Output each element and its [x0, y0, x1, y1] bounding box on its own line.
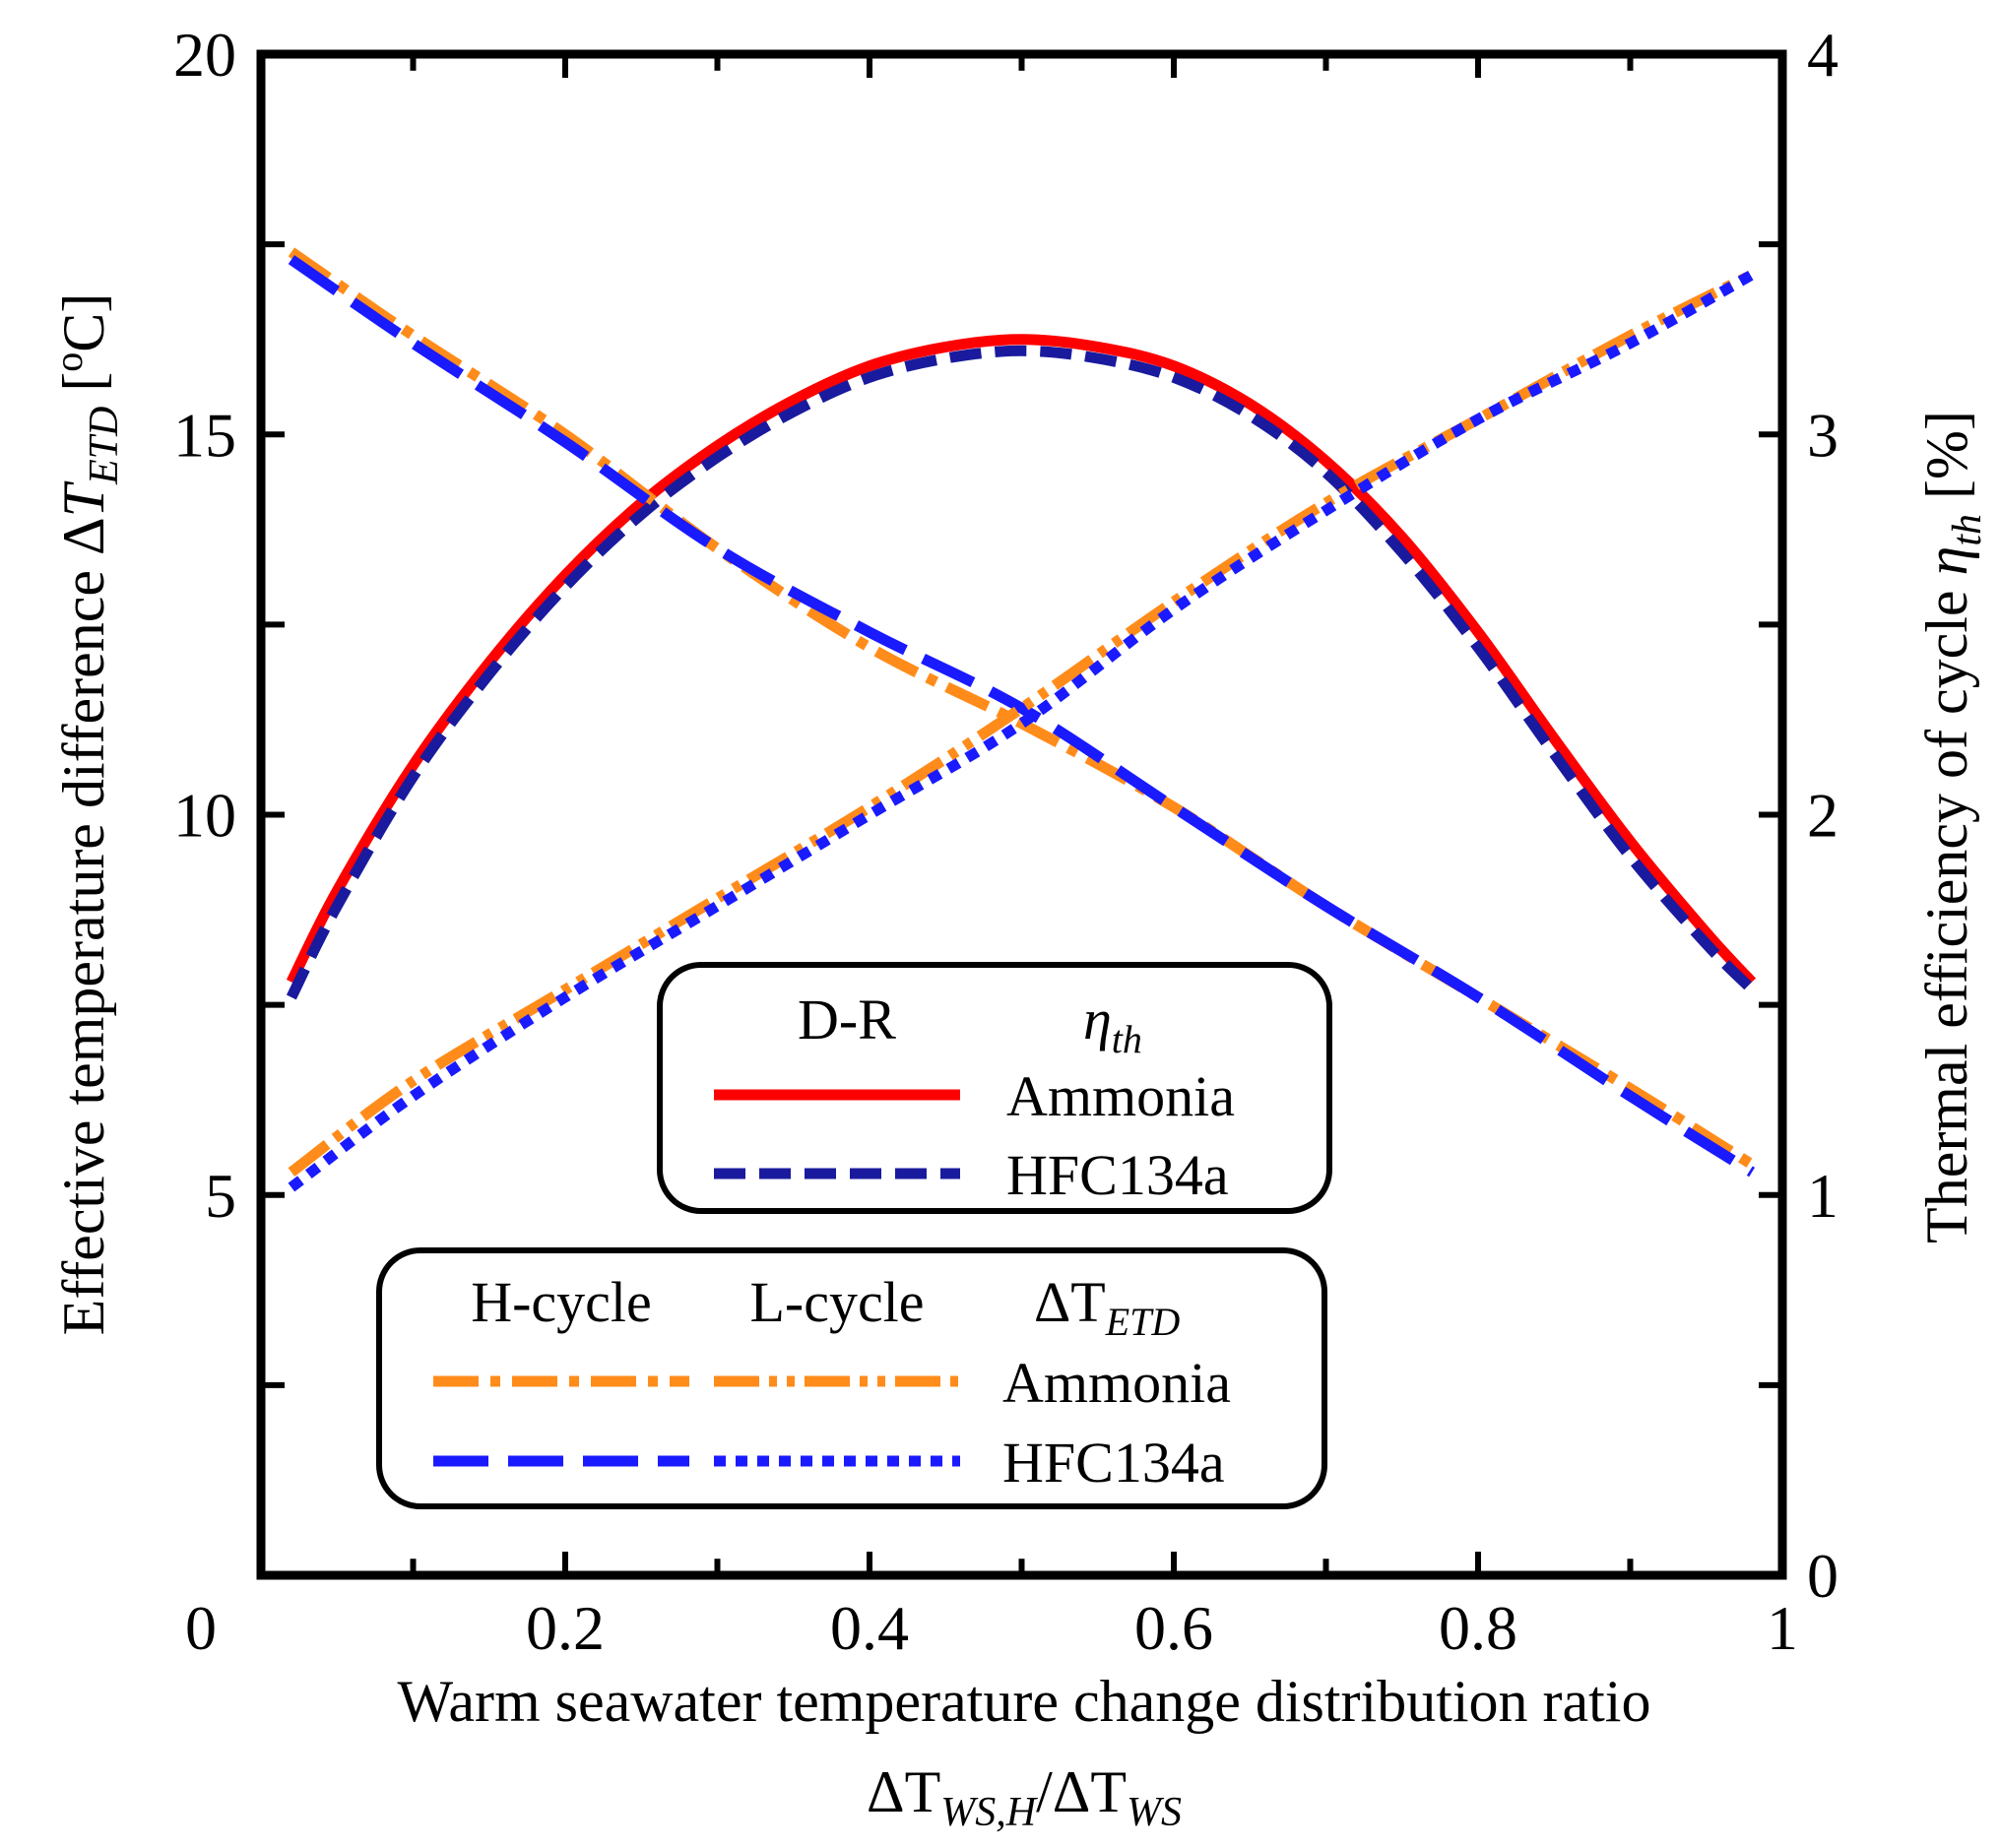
series-line	[286, 334, 1757, 987]
x-tick-label: 1	[1767, 1593, 1798, 1663]
legend-h-cycle-header: H-cycle	[471, 1270, 652, 1334]
y2-title-sub: th	[1945, 514, 1990, 546]
y2-tick-label: 4	[1807, 20, 1838, 90]
legend-cycles-box	[376, 1247, 1327, 1509]
x-sub-index2: WS	[1127, 1790, 1182, 1835]
legend-cycles-symbol-sub: ETD	[1105, 1300, 1181, 1344]
x-axis-subtitle: ΔTWS,H/ΔTWS	[867, 1759, 1182, 1835]
y2-title-unit: [%]	[1914, 411, 1979, 514]
y-tick-label: 10	[173, 781, 236, 851]
legend-dr-box	[657, 962, 1332, 1214]
x-sub-prefix: ΔT	[867, 1759, 940, 1824]
legend-dr-symbol: ηth	[1083, 988, 1142, 1061]
legend-dr: D-R ηth Ammonia HFC134a	[657, 962, 1332, 1214]
y2-title-var: η	[1914, 546, 1979, 576]
y-tick-label: 20	[173, 20, 236, 90]
legend-dr-ammonia-label: Ammonia	[1006, 1064, 1235, 1128]
legend-dr-hfc-label: HFC134a	[1006, 1143, 1229, 1207]
x-tick-label: 0.4	[830, 1593, 909, 1663]
legend-cycles: H-cycle L-cycle ΔTETD Ammonia HFC134a	[376, 1247, 1327, 1509]
y2-title-text: Thermal efficiency of cycle	[1914, 575, 1979, 1243]
y2-tick-label: 1	[1807, 1161, 1838, 1231]
series-line	[286, 345, 1757, 1000]
y2-tick-label: 0	[1807, 1541, 1838, 1611]
y2-tick-label: 2	[1807, 781, 1838, 851]
x-tick-label: 0.8	[1439, 1593, 1517, 1663]
y-title-delta: Δ	[51, 517, 116, 555]
y-title-sub: ETD	[82, 407, 127, 485]
series-line	[288, 270, 1755, 1192]
legend-dr-symbol-sub: th	[1112, 1017, 1142, 1061]
y2-tick-label: 3	[1807, 400, 1838, 470]
y-tick-label: 5	[205, 1161, 236, 1231]
legend-l-cycle-header: L-cycle	[749, 1270, 924, 1334]
y-title-text: Effective temperature difference	[51, 555, 116, 1335]
x-axis-title: Warm seawater temperature change distrib…	[398, 1669, 1651, 1734]
y-title-unit: C]	[51, 293, 116, 352]
legend-cycles-symbol-main: ΔT	[1034, 1270, 1106, 1334]
series-line	[288, 270, 1755, 1177]
legend-cycles-ammonia-label: Ammonia	[1002, 1351, 1231, 1415]
x-sub-slash: /ΔT	[1036, 1759, 1127, 1824]
y-axis-title: Effective temperature difference ΔTETD […	[46, 293, 127, 1336]
legend-cycles-symbol: ΔTETD	[1034, 1270, 1180, 1344]
plot-frame	[256, 49, 1787, 1580]
y-title-var: T	[51, 480, 116, 517]
origin-label: 0	[185, 1593, 217, 1663]
y-title-bracket: [	[51, 372, 116, 407]
x-tick-label: 0.2	[526, 1593, 605, 1663]
legend-dr-symbol-main: η	[1083, 988, 1112, 1051]
y-tick-label: 15	[173, 400, 236, 470]
y2-axis-title: Thermal efficiency of cycle ηth [%]	[1914, 411, 1990, 1243]
legend-cycles-hfc-label: HFC134a	[1002, 1431, 1225, 1495]
legend-dr-header: D-R	[798, 988, 896, 1051]
x-sub-index1: WS,H	[940, 1790, 1038, 1835]
series-line	[288, 255, 1756, 1178]
series-layer	[286, 247, 1757, 1192]
x-tick-label: 0.6	[1134, 1593, 1213, 1663]
y-title-sup: o	[46, 352, 91, 372]
